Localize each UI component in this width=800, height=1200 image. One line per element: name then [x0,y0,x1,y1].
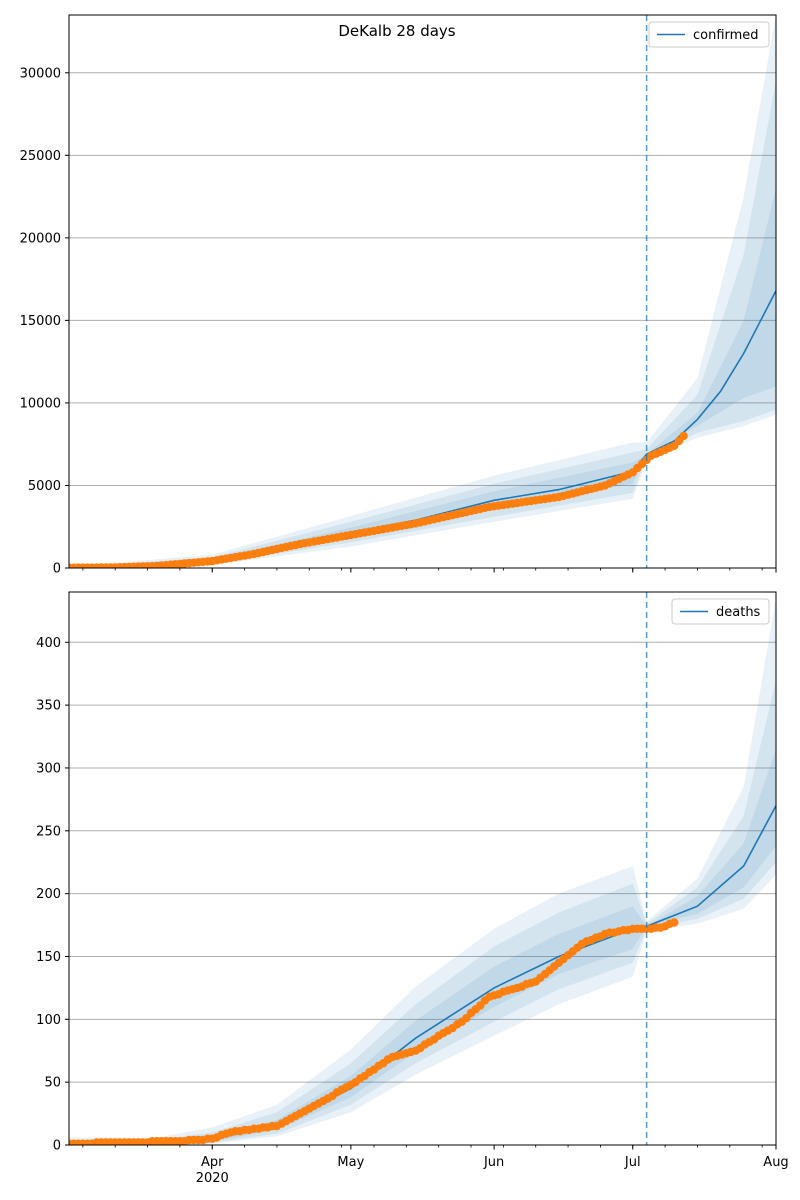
figure-title: DeKalb 28 days [338,22,455,40]
observed-point [679,431,688,441]
y-tick-label: 0 [53,562,61,577]
legend: deaths [671,598,770,625]
x-tick-label: Jun [483,1155,504,1170]
plot-area [69,15,776,568]
y-tick-label: 10000 [20,396,61,411]
y-tick-label: 400 [36,636,61,651]
y-tick-label: 30000 [20,66,61,81]
legend-label: confirmed [693,28,759,43]
y-tick-label: 150 [36,950,61,965]
axes-frame [68,14,777,569]
y-tick-label: 0 [53,1139,61,1154]
uncertainty-band-1 [69,188,776,568]
y-tick-label: 250 [36,824,61,839]
uncertainty-band-3 [69,598,776,1145]
y-tick-label: 350 [36,699,61,714]
y-tick-label: 5000 [28,479,61,494]
x-tick-label: Apr [201,1155,224,1170]
uncertainty-band-2 [69,680,776,1145]
legend-box [671,598,770,625]
y-tick-label: 15000 [20,314,61,329]
observed-point [670,918,679,927]
plot-area [69,598,776,1145]
x-tick-label: May [337,1155,364,1170]
y-tick-label: 25000 [20,149,61,164]
legend: confirmed [648,21,770,48]
y-tick-label: 20000 [20,231,61,246]
legend-label: deaths [716,605,761,620]
x-tick-year-label: 2020 [196,1171,229,1186]
x-tick-label: Jul [624,1155,641,1170]
axes-frame [68,591,777,1146]
y-tick-label: 100 [36,1013,61,1028]
y-tick-label: 50 [44,1076,61,1091]
legend-box [648,21,770,48]
y-tick-label: 200 [36,887,61,902]
confirmed-panel: 0 5000 10000 15000 20000 25000 30000 confirmed [20,14,777,577]
x-tick-label: Aug [763,1155,788,1170]
y-tick-label: 300 [36,761,61,776]
